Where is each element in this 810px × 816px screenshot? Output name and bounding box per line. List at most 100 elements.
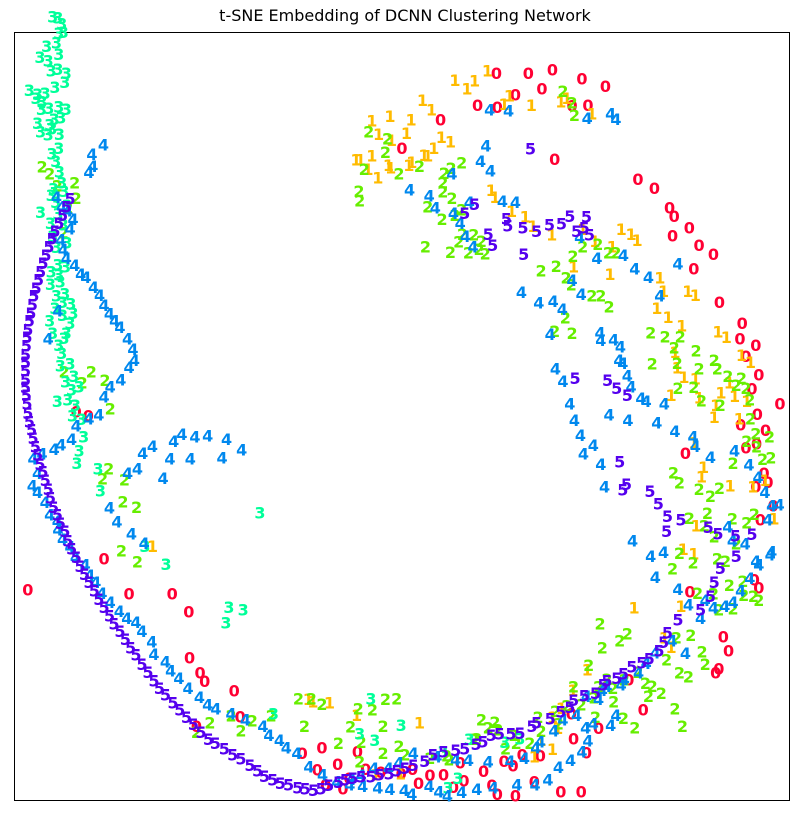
point-class-1: 1 — [461, 79, 472, 98]
point-class-5: 5 — [469, 195, 480, 214]
point-class-4: 4 — [595, 331, 606, 350]
point-class-4: 4 — [468, 237, 479, 256]
point-class-5: 5 — [37, 463, 48, 482]
point-class-5: 5 — [259, 767, 270, 786]
point-class-0: 0 — [774, 395, 785, 414]
point-class-5: 5 — [340, 771, 351, 790]
point-class-0: 0 — [768, 496, 779, 515]
point-class-5: 5 — [35, 262, 46, 281]
point-class-3: 3 — [68, 367, 79, 386]
point-class-4: 4 — [569, 411, 580, 430]
point-class-0: 0 — [753, 366, 764, 385]
point-class-5: 5 — [584, 226, 595, 245]
point-class-1: 1 — [383, 156, 394, 175]
point-class-3: 3 — [47, 324, 58, 343]
point-class-0: 0 — [593, 719, 604, 738]
point-class-1: 1 — [632, 231, 643, 250]
point-class-3: 3 — [34, 48, 45, 67]
point-class-4: 4 — [553, 758, 564, 777]
point-class-2: 2 — [489, 713, 500, 732]
point-class-2: 2 — [660, 327, 671, 346]
point-class-4: 4 — [576, 285, 587, 304]
point-class-4: 4 — [700, 591, 711, 610]
point-class-3: 3 — [52, 205, 63, 224]
point-class-4: 4 — [595, 455, 606, 474]
point-class-2: 2 — [316, 695, 327, 714]
point-class-0: 0 — [667, 227, 678, 246]
point-class-1: 1 — [547, 740, 558, 759]
point-class-2: 2 — [731, 535, 742, 554]
point-class-0: 0 — [623, 671, 634, 690]
point-class-1: 1 — [721, 328, 732, 347]
point-class-5: 5 — [20, 378, 31, 397]
point-class-5: 5 — [210, 734, 221, 753]
point-class-5: 5 — [526, 717, 537, 736]
point-class-0: 0 — [632, 170, 643, 189]
point-class-4: 4 — [669, 422, 680, 441]
point-class-5: 5 — [556, 215, 567, 234]
point-class-1: 1 — [682, 282, 693, 301]
point-class-2: 2 — [696, 392, 707, 411]
point-class-3: 3 — [44, 312, 55, 331]
point-class-1: 1 — [663, 308, 674, 327]
point-class-0: 0 — [760, 421, 771, 440]
point-class-5: 5 — [374, 765, 385, 784]
point-class-4: 4 — [83, 409, 94, 428]
point-class-4: 4 — [105, 377, 116, 396]
point-class-5: 5 — [227, 746, 238, 765]
point-class-0: 0 — [191, 717, 202, 736]
point-class-5: 5 — [32, 445, 43, 464]
point-class-1: 1 — [556, 699, 567, 718]
point-class-4: 4 — [404, 180, 415, 199]
point-class-4: 4 — [408, 744, 419, 763]
point-class-4: 4 — [58, 241, 69, 260]
point-class-4: 4 — [368, 759, 379, 778]
point-class-4: 4 — [766, 542, 777, 561]
point-class-4: 4 — [557, 711, 568, 730]
point-class-4: 4 — [672, 255, 683, 274]
point-class-4: 4 — [202, 427, 213, 446]
point-class-3: 3 — [53, 266, 64, 285]
point-class-5: 5 — [79, 565, 90, 584]
point-class-2: 2 — [560, 309, 571, 328]
point-class-4: 4 — [766, 496, 777, 515]
point-class-2: 2 — [744, 391, 755, 410]
point-class-2: 2 — [619, 671, 630, 690]
point-class-4: 4 — [574, 228, 585, 247]
point-class-5: 5 — [244, 756, 255, 775]
point-class-5: 5 — [545, 710, 556, 729]
point-class-5: 5 — [31, 279, 42, 298]
point-class-2: 2 — [306, 689, 317, 708]
point-class-4: 4 — [533, 294, 544, 313]
point-class-5: 5 — [174, 700, 185, 719]
point-class-3: 3 — [46, 186, 57, 205]
point-class-0: 0 — [396, 139, 407, 158]
point-class-5: 5 — [501, 209, 512, 228]
point-class-5: 5 — [531, 714, 542, 733]
point-class-5: 5 — [24, 413, 35, 432]
point-class-5: 5 — [712, 524, 723, 543]
point-class-0: 0 — [581, 743, 592, 762]
point-class-5: 5 — [487, 236, 498, 255]
point-class-2: 2 — [688, 378, 699, 397]
point-class-1: 1 — [768, 510, 779, 529]
point-class-3: 3 — [57, 306, 68, 325]
point-class-2: 2 — [457, 225, 468, 244]
point-class-2: 2 — [583, 656, 594, 675]
point-class-4: 4 — [71, 417, 82, 436]
point-class-1: 1 — [729, 387, 740, 406]
point-class-4: 4 — [146, 632, 157, 651]
point-class-4: 4 — [87, 157, 98, 176]
point-class-3: 3 — [37, 93, 48, 112]
point-class-5: 5 — [188, 715, 199, 734]
point-class-5: 5 — [626, 657, 637, 676]
point-class-2: 2 — [131, 498, 142, 517]
point-class-5: 5 — [55, 514, 66, 533]
point-class-2: 2 — [226, 707, 237, 726]
point-class-2: 2 — [593, 678, 604, 697]
point-class-1: 1 — [520, 208, 531, 227]
point-class-2: 2 — [439, 164, 450, 183]
point-class-4: 4 — [183, 679, 194, 698]
point-class-2: 2 — [511, 734, 522, 753]
point-class-1: 1 — [303, 690, 314, 709]
